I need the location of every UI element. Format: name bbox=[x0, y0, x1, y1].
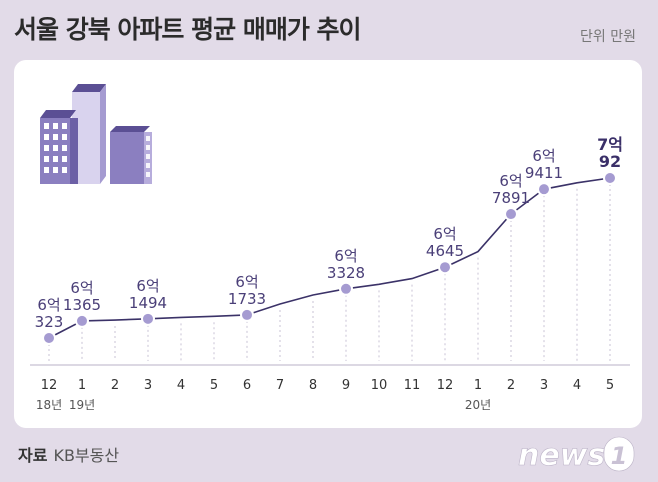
data-label-line2: 323 bbox=[35, 313, 64, 331]
data-label-line2: 4645 bbox=[426, 242, 464, 260]
x-tick-label: 3 bbox=[540, 378, 548, 393]
data-label-line1: 6억 bbox=[235, 273, 258, 291]
x-tick-label: 12 bbox=[41, 378, 58, 393]
data-point bbox=[42, 331, 56, 345]
data-label-line2: 1733 bbox=[228, 290, 266, 308]
data-label-line1: 7억 bbox=[597, 135, 623, 154]
data-point bbox=[339, 281, 353, 296]
data-point bbox=[141, 311, 155, 326]
x-tick-label: 8 bbox=[309, 378, 317, 393]
x-tick-label: 1 bbox=[78, 378, 86, 393]
x-tick-label: 1 bbox=[474, 378, 482, 393]
x-tick-label: 6 bbox=[243, 378, 251, 393]
x-tick-label: 10 bbox=[371, 378, 388, 393]
data-point bbox=[603, 171, 617, 185]
chart-card bbox=[14, 60, 642, 428]
page-title: 서울 강북 아파트 평균 매매가 추이 bbox=[14, 15, 362, 44]
data-label-line1: 6억 bbox=[532, 147, 555, 165]
data-label-line1: 6억 bbox=[433, 225, 456, 243]
data-label-line1: 6억 bbox=[70, 279, 93, 297]
news1-logo: news 1 bbox=[518, 436, 635, 473]
x-tick-label: 9 bbox=[342, 378, 350, 393]
data-label-line1: 6억 bbox=[334, 247, 357, 265]
source-value: KB부동산 bbox=[53, 446, 120, 465]
data-label-line2: 7891 bbox=[492, 189, 530, 207]
data-label-line1: 6억 bbox=[499, 172, 522, 190]
x-tick-label: 4 bbox=[573, 378, 581, 393]
x-year-label: 18년 bbox=[36, 398, 62, 412]
data-label-line2: 3328 bbox=[327, 264, 365, 282]
unit-label: 단위 만원 bbox=[580, 29, 636, 45]
x-tick-label: 7 bbox=[276, 378, 284, 393]
data-point bbox=[240, 307, 254, 322]
data-label-line2: 1494 bbox=[129, 294, 167, 312]
data-label-line2: 92 bbox=[599, 152, 621, 171]
data-label-line2: 1365 bbox=[63, 296, 101, 314]
x-tick-label: 2 bbox=[507, 378, 515, 393]
source-credit: 자료 KB부동산 bbox=[18, 442, 119, 466]
x-tick-label: 5 bbox=[210, 378, 218, 393]
x-tick-label: 12 bbox=[437, 378, 454, 393]
svg-text:news: news bbox=[518, 438, 605, 473]
apartment-buildings-icon bbox=[40, 84, 152, 184]
source-label: 자료 bbox=[18, 446, 48, 465]
x-year-label: 19년 bbox=[69, 398, 95, 412]
data-point bbox=[75, 313, 89, 328]
data-label-line1: 6억 bbox=[37, 296, 60, 314]
x-year-label: 20년 bbox=[465, 398, 491, 412]
x-tick-label: 3 bbox=[144, 378, 152, 393]
x-tick-label: 2 bbox=[111, 378, 119, 393]
data-label-line1: 6억 bbox=[136, 277, 159, 295]
x-tick-label: 5 bbox=[606, 378, 614, 393]
data-point bbox=[438, 260, 452, 275]
data-point bbox=[504, 207, 518, 222]
data-point bbox=[537, 182, 551, 197]
x-tick-label: 4 bbox=[177, 378, 185, 393]
svg-text:1: 1 bbox=[611, 442, 628, 470]
x-tick-label: 11 bbox=[404, 378, 421, 393]
data-label-line2: 9411 bbox=[525, 164, 563, 182]
